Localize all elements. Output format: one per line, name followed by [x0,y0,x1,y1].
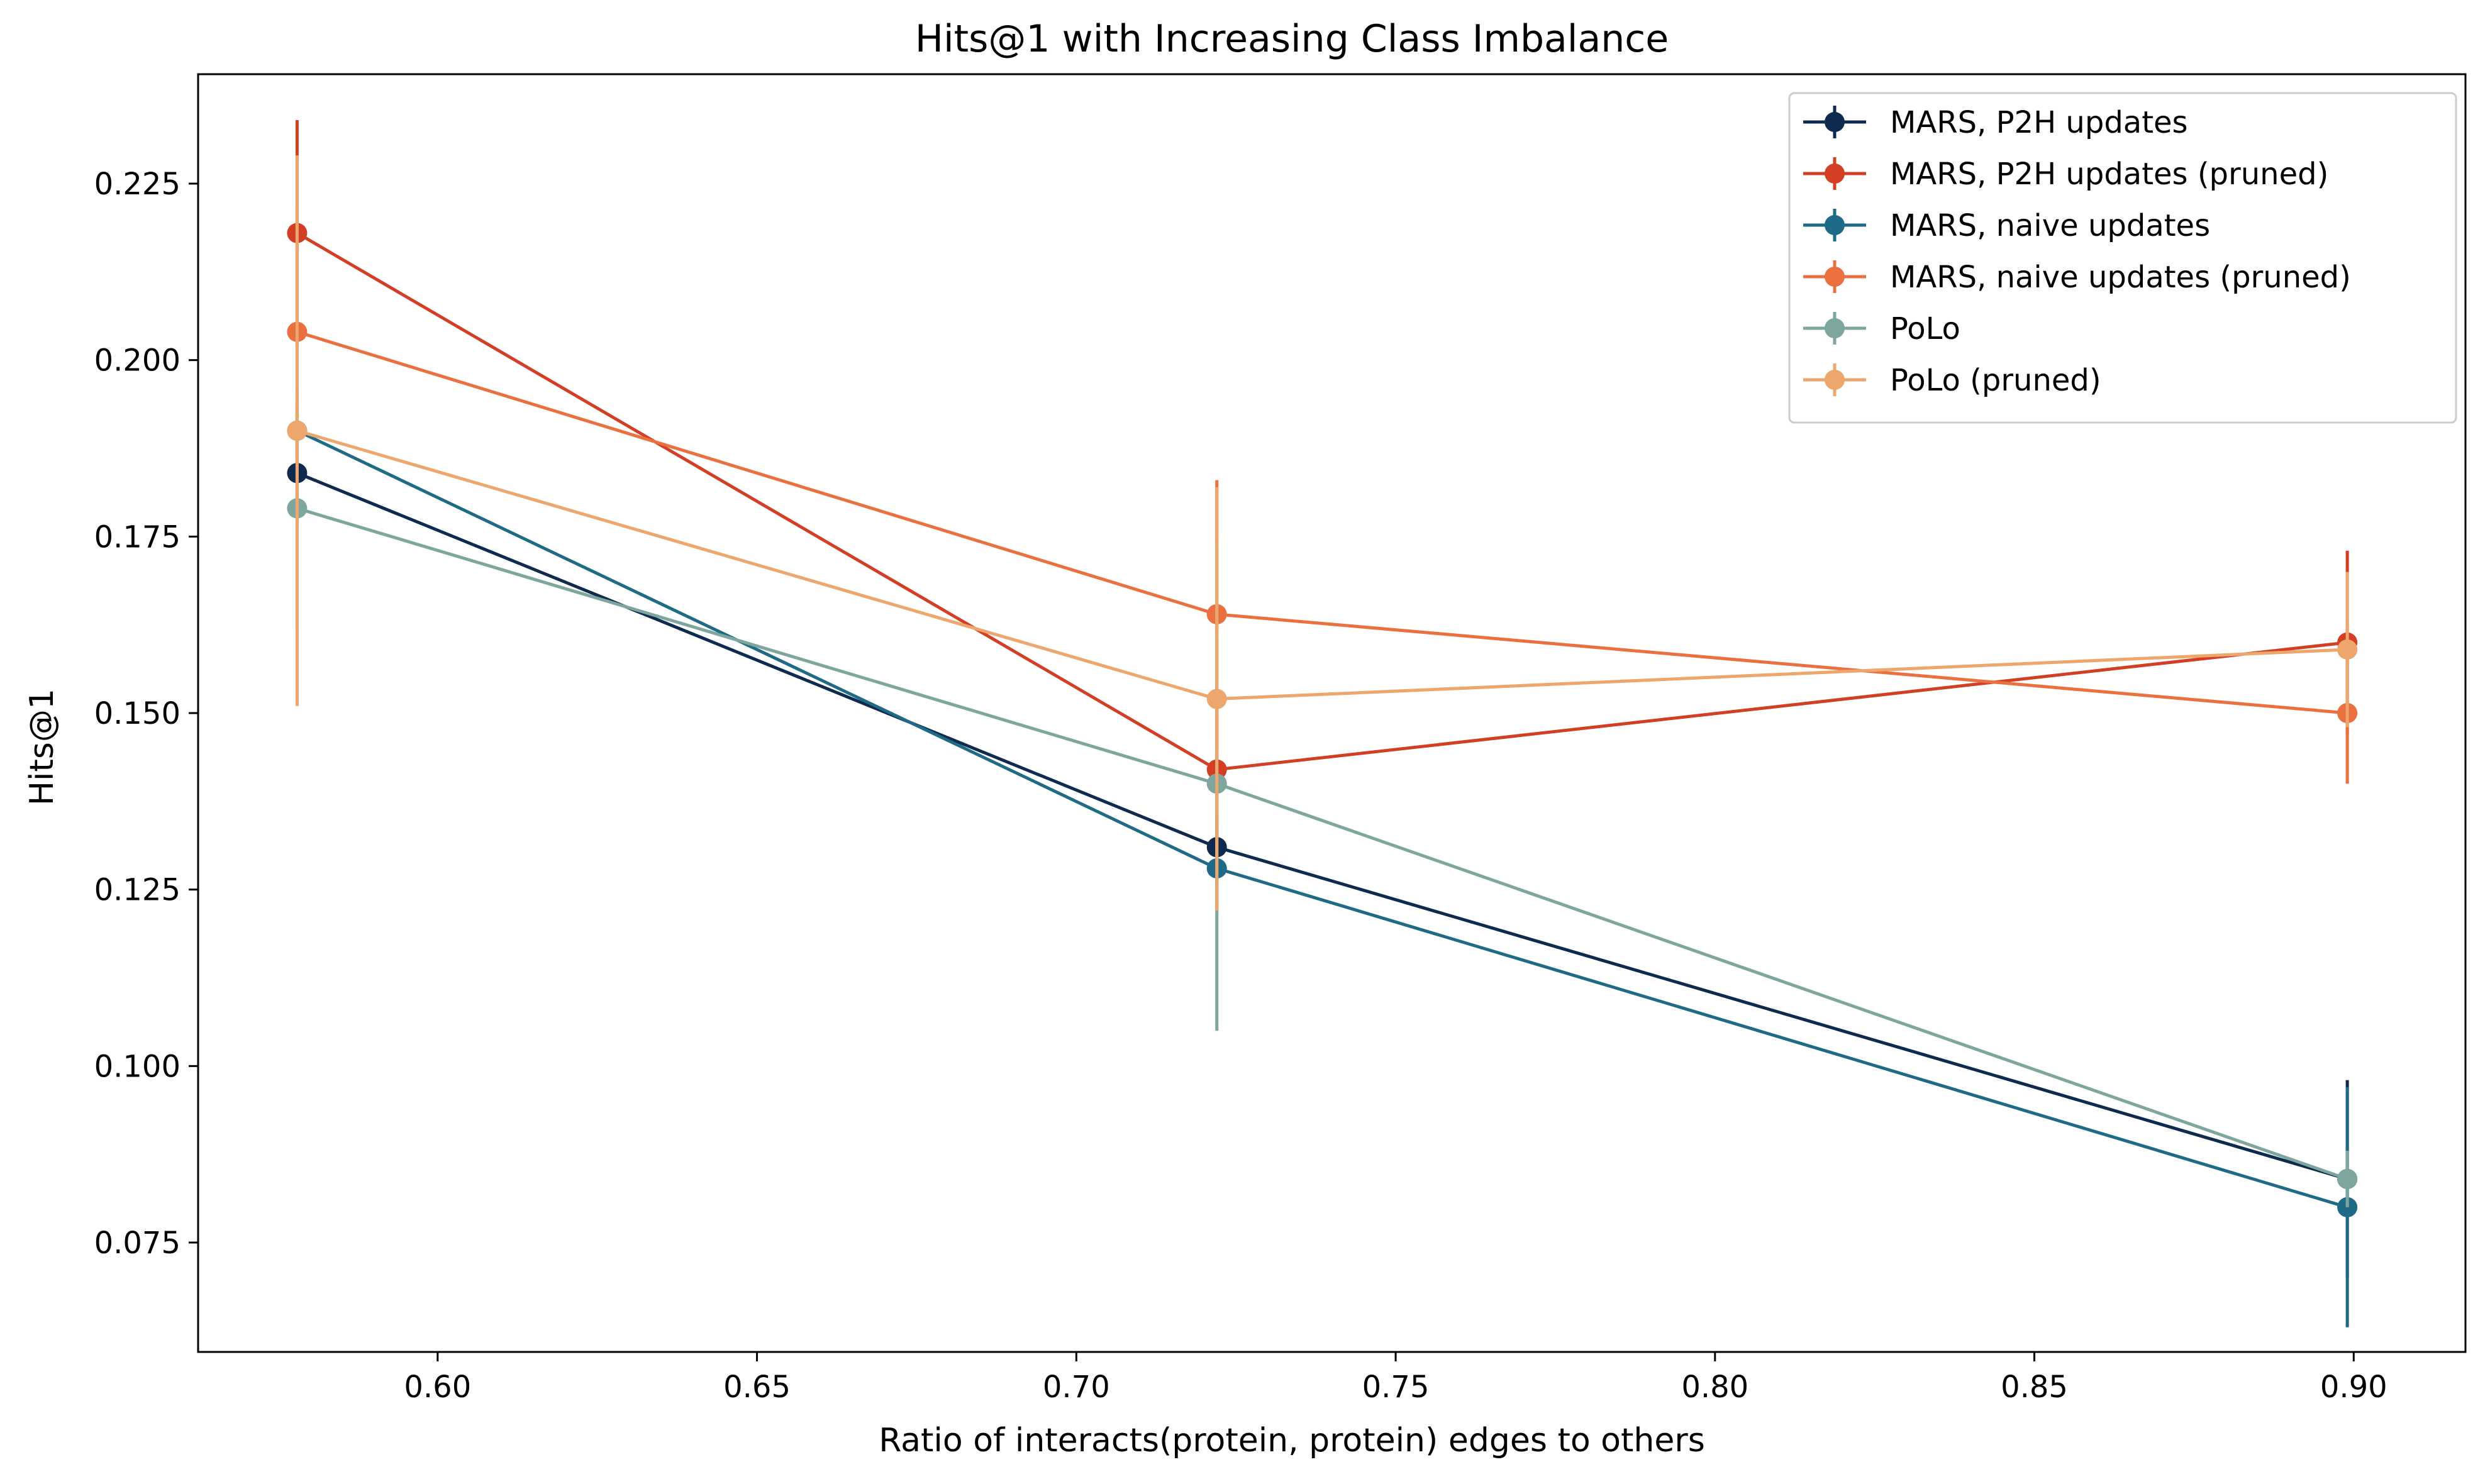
x-axis-label: Ratio of interacts(protein, protein) edg… [879,1422,1705,1459]
x-tick-label: 0.75 [1362,1370,1430,1405]
legend-item: MARS, P2H updates (pruned) [1803,157,2328,192]
legend-marker [1825,267,1845,287]
legend-marker [1825,112,1845,132]
x-tick-label: 0.85 [2001,1370,2068,1405]
plot-area [287,119,2358,1327]
y-tick-label: 0.150 [94,696,181,731]
legend-marker [1825,370,1845,390]
y-tick-label: 0.075 [94,1226,181,1261]
y-tick-label: 0.225 [94,167,181,202]
legend: MARS, P2H updates MARS, P2H updates (prun… [1788,92,2457,424]
y-axis: 0.075 0.100 0.125 0.150 0.175 0.200 0.225 [94,167,198,1261]
legend-marker [1825,163,1845,184]
series-6 [287,155,2358,911]
x-tick-label: 0.90 [2320,1370,2387,1405]
legend-item: PoLo [1803,311,1960,346]
x-tick-label: 0.60 [404,1370,471,1405]
legend-marker [1825,318,1845,338]
x-tick-label: 0.65 [723,1370,791,1405]
y-tick-label: 0.175 [94,519,181,555]
data-point [2337,639,2358,660]
legend-label: MARS, naive updates (pruned) [1890,260,2351,295]
data-point [287,420,308,441]
y-tick-label: 0.100 [94,1049,181,1084]
legend-marker [1825,215,1845,235]
legend-label: MARS, P2H updates (pruned) [1890,157,2328,192]
legend-label: PoLo (pruned) [1890,363,2101,398]
legend-label: PoLo [1890,311,1960,346]
data-point [1206,689,1227,709]
legend-frame [1788,92,2457,424]
y-axis-label: Hits@1 [23,689,61,806]
legend-item: MARS, naive updates [1803,208,2210,243]
y-tick-label: 0.200 [94,343,181,379]
legend-item: MARS, naive updates (pruned) [1803,260,2351,295]
legend-item: PoLo (pruned) [1803,363,2101,398]
x-tick-label: 0.80 [1681,1370,1748,1405]
y-tick-label: 0.125 [94,873,181,908]
legend-item: MARS, P2H updates [1803,105,2188,140]
chart-title: Hits@1 with Increasing Class Imbalance [915,17,1669,61]
x-axis: 0.60 0.65 0.70 0.75 0.80 0.85 0.90 [404,1352,2387,1405]
x-tick-label: 0.70 [1043,1370,1110,1405]
data-point [2337,1168,2358,1189]
legend-label: MARS, naive updates [1890,208,2210,243]
legend-label: MARS, P2H updates [1890,105,2188,140]
